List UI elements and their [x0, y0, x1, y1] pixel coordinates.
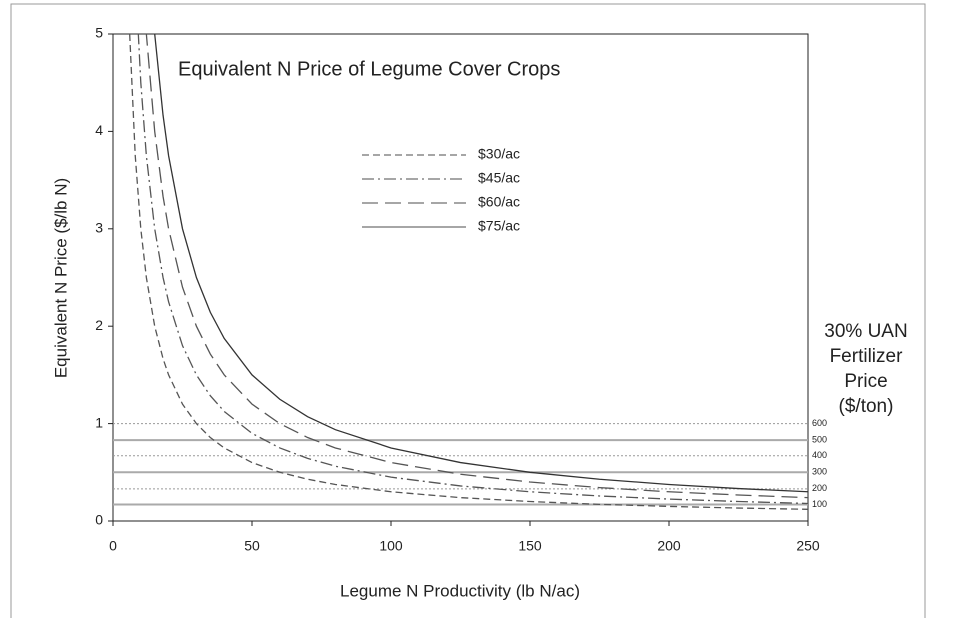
legend-label: $45/ac [478, 170, 520, 186]
reference-label: 600 [812, 418, 827, 428]
data-line [137, 34, 808, 505]
y-tick-label: 5 [95, 25, 103, 41]
x-tick-label: 100 [379, 538, 403, 554]
x-tick-label: 50 [244, 538, 260, 554]
y-tick-label: 3 [95, 220, 103, 236]
x-tick-label: 200 [657, 538, 681, 554]
x-axis-label: Legume N Productivity (lb N/ac) [340, 581, 580, 600]
annotation: ($/ton) [839, 396, 894, 417]
annotation: Fertilizer [830, 346, 904, 367]
reference-label: 300 [812, 467, 827, 477]
x-tick-label: 0 [109, 538, 117, 554]
data-line [145, 34, 808, 499]
x-tick-label: 250 [796, 538, 820, 554]
y-tick-label: 0 [95, 512, 103, 528]
plot-border [112, 33, 809, 522]
annotation: 30% UAN [824, 321, 907, 342]
data-line [129, 34, 808, 510]
chart-title: Equivalent N Price of Legume Cover Crops [178, 58, 560, 80]
frame [10, 3, 926, 618]
x-tick-label: 150 [518, 538, 542, 554]
annotation: Price [844, 371, 887, 392]
plot-lines [129, 34, 808, 510]
data-line [154, 34, 808, 493]
reference-label: 400 [812, 450, 827, 460]
reference-label: 500 [812, 435, 827, 445]
reference-label: 100 [812, 499, 827, 509]
y-axis-label: Equivalent N Price ($/lb N) [51, 178, 70, 378]
y-tick-label: 4 [95, 122, 103, 138]
y-tick-label: 2 [95, 317, 103, 333]
legend-label: $75/ac [478, 218, 520, 234]
y-tick-label: 1 [95, 414, 103, 430]
legend-label: $60/ac [478, 194, 520, 210]
legend-label: $30/ac [478, 146, 520, 162]
reference-label: 200 [812, 483, 827, 493]
